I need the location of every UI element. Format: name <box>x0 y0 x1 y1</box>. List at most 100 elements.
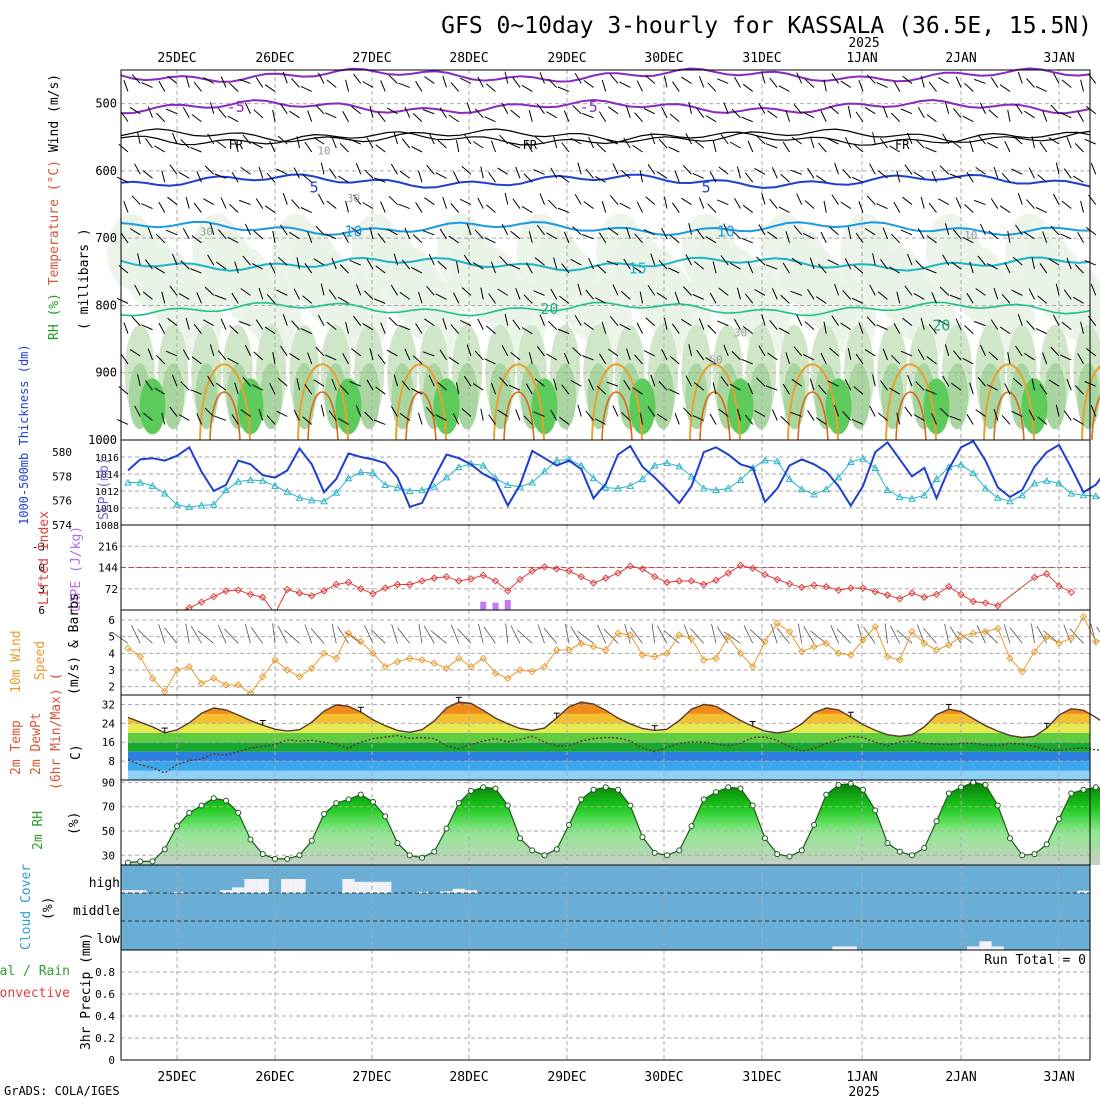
wind-barb <box>658 259 668 270</box>
wind-barb <box>264 205 276 213</box>
wind-barb <box>782 141 790 153</box>
cloud-bar-high <box>293 879 306 893</box>
rh-marker <box>688 823 695 830</box>
wind-barb <box>546 353 558 361</box>
lifted-index-marker <box>651 573 659 581</box>
wind-barb <box>696 228 705 240</box>
wind-barb <box>889 266 901 274</box>
wind-barb <box>855 111 864 123</box>
wind-barb <box>876 82 888 88</box>
wind-barb <box>953 350 962 361</box>
wind-speed-marker <box>761 637 769 646</box>
wind-barb <box>161 291 166 304</box>
slp-marker <box>271 481 279 489</box>
slp-marker <box>1091 492 1100 500</box>
rh-marker <box>713 789 719 796</box>
wind-barb <box>734 76 741 88</box>
wind-barb <box>999 84 1011 92</box>
wind10m-barb <box>430 630 447 644</box>
wind-barb <box>231 414 239 425</box>
precip-tick: 0.6 <box>95 988 115 1001</box>
wind-barb <box>563 352 570 365</box>
cloud-bar-high <box>1089 891 1100 893</box>
slp-marker <box>650 461 659 469</box>
wind-barb <box>609 73 619 84</box>
wind-barb <box>796 72 803 84</box>
rh-marker <box>921 845 928 851</box>
wind-barb <box>120 353 129 365</box>
wind-barb <box>123 201 129 213</box>
wind-barb <box>938 319 949 327</box>
wind-barb <box>791 136 803 145</box>
wind-barb <box>1042 231 1048 243</box>
wind-barb <box>917 228 925 240</box>
wind-barb <box>612 405 619 417</box>
wind-barb <box>669 234 680 244</box>
wind-barb <box>966 292 974 304</box>
wind-barb <box>415 202 423 213</box>
wind-barb <box>404 227 411 240</box>
cape-bar <box>492 602 499 610</box>
wind-barb <box>712 382 717 395</box>
lifted-index-marker <box>308 592 316 600</box>
wind-barb <box>231 292 239 304</box>
wind-barb <box>896 291 901 304</box>
isotherm <box>120 173 1091 189</box>
li-tick: 3 <box>38 583 45 596</box>
wind-barb <box>953 229 962 240</box>
wind-barb <box>607 106 619 115</box>
wind-barb <box>563 231 570 244</box>
slp-marker <box>969 469 978 477</box>
wind-barb <box>169 406 178 417</box>
wind-barb <box>534 378 545 387</box>
wind-barb <box>718 166 729 175</box>
lifted-index-marker <box>920 593 928 601</box>
wind-barb <box>741 237 753 244</box>
wind-barb <box>1066 378 1072 391</box>
wind-speed-marker <box>981 627 990 636</box>
wind-barb <box>193 81 202 92</box>
cloud-bar-low <box>991 946 1004 950</box>
wind-barb <box>818 384 827 395</box>
wind-barb <box>251 142 263 149</box>
wind10m-barb <box>397 627 411 644</box>
wind-barb <box>412 355 423 365</box>
lifted-index-marker <box>945 582 953 591</box>
wind-barb <box>999 326 1011 335</box>
temp-tick: 24 <box>102 717 116 730</box>
wind-barb <box>986 263 998 270</box>
rh-tick: 70 <box>102 801 115 814</box>
wind-barb <box>939 286 950 296</box>
wind-barb <box>717 78 729 84</box>
wind-barb <box>582 355 594 361</box>
wind-barb <box>949 173 962 179</box>
wind-barb <box>142 170 153 179</box>
precip-tick: 0 <box>108 1054 115 1067</box>
wind-barb <box>570 137 582 145</box>
wind-barb <box>791 378 803 387</box>
wind-barb <box>816 175 827 183</box>
wind10m-barb <box>272 623 276 644</box>
wind-barb <box>583 322 594 331</box>
wind-barb <box>793 225 803 236</box>
wind-speed-marker <box>663 649 671 658</box>
wind-barb <box>196 171 202 183</box>
wind-barb <box>572 105 582 115</box>
wind-barb <box>209 223 215 235</box>
wind-barb <box>169 285 178 296</box>
slp-marker <box>1006 497 1014 505</box>
wind-barb <box>1074 385 1084 395</box>
pressure-tick: 600 <box>95 164 117 178</box>
wind-barb <box>688 101 692 114</box>
wind-barb <box>180 139 190 149</box>
wind-barb <box>147 348 153 361</box>
wind-barb <box>366 258 374 270</box>
wind-barb <box>804 200 815 209</box>
wind-barb <box>561 384 570 395</box>
rh-marker <box>247 836 254 843</box>
wind-barb <box>317 314 325 326</box>
rh-marker <box>370 798 376 805</box>
wind-barb <box>1048 379 1060 387</box>
lifted-index-marker <box>883 591 892 599</box>
slp-marker <box>687 472 696 480</box>
